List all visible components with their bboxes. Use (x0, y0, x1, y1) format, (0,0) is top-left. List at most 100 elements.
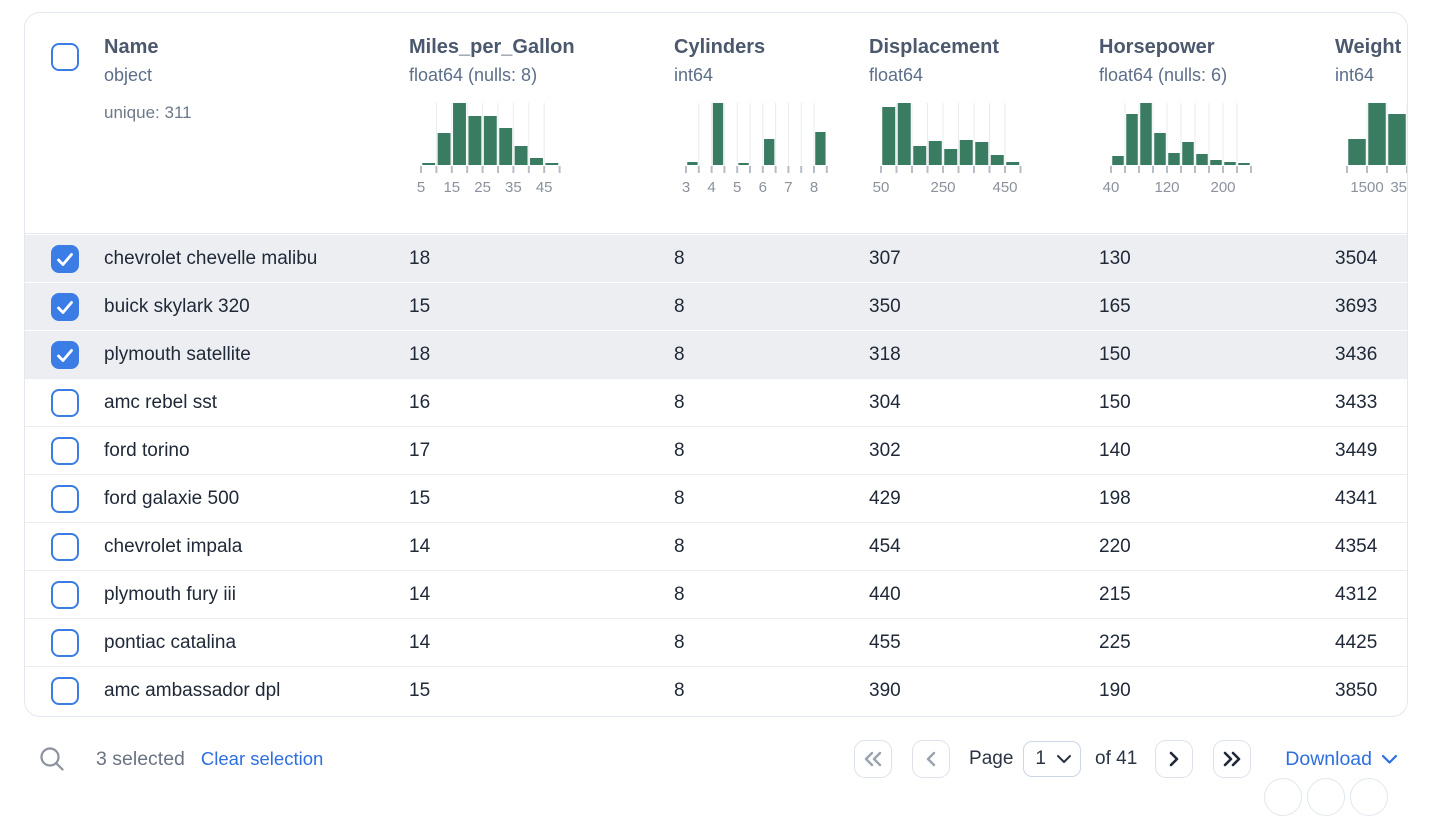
row-checkbox[interactable] (51, 389, 79, 417)
download-label: Download (1285, 747, 1372, 770)
cell-cylinders: 8 (674, 440, 685, 461)
row-select-cell (25, 235, 104, 282)
column-header-mpg: Miles_per_Gallon float64 (nulls: 8) 5 15 25 3… (409, 13, 674, 233)
row-checkbox[interactable] (51, 629, 79, 657)
hist-tick-label: 15 (443, 179, 460, 196)
row-checkbox[interactable] (51, 437, 79, 465)
chevron-right-icon (1169, 751, 1179, 767)
hidden-action-button-3[interactable] (1350, 778, 1388, 816)
cell-horsepower: 215 (1099, 584, 1131, 605)
hist-tick-label: 3 (682, 179, 690, 196)
column-dtype: float64 (869, 65, 924, 85)
row-select-cell (25, 331, 104, 378)
column-dtype: float64 (nulls: 8) (409, 65, 538, 85)
column-title: Name (104, 36, 159, 58)
download-button[interactable]: Download (1285, 748, 1398, 771)
hist-tick-label: 3500 (1390, 179, 1408, 196)
cell-weight: 4354 (1335, 536, 1378, 557)
hist-tick-label: 25 (474, 179, 491, 196)
last-page-button[interactable] (1213, 740, 1252, 778)
row-checkbox[interactable] (51, 677, 79, 705)
table-row: ford torino 17 8 302 140 3449 (25, 426, 1407, 474)
cell-weight: 3504 (1335, 248, 1378, 269)
table-row: chevrolet chevelle malibu 18 8 307 130 3504 (25, 234, 1407, 282)
column-dtype: int64 (1335, 65, 1375, 85)
cell-name: pontiac catalina (104, 632, 237, 653)
cell-horsepower: 198 (1099, 488, 1131, 509)
cell-displacement: 429 (869, 488, 901, 509)
cell-horsepower: 150 (1099, 392, 1131, 413)
checkmark-icon (57, 252, 73, 266)
column-title: Horsepower (1099, 36, 1215, 58)
table-row: ford galaxie 500 15 8 429 198 4341 (25, 474, 1407, 522)
row-checkbox[interactable] (51, 533, 79, 561)
cell-name: ford galaxie 500 (104, 488, 240, 509)
row-checkbox[interactable] (51, 245, 79, 273)
hist-tick-label: 5 (733, 179, 741, 196)
cell-displacement: 304 (869, 392, 901, 413)
clear-selection-link[interactable]: Clear selection (200, 748, 324, 769)
cell-weight: 3693 (1335, 296, 1378, 317)
cell-name: amc ambassador dpl (104, 680, 281, 701)
next-page-button[interactable] (1155, 740, 1194, 778)
cell-displacement: 350 (869, 296, 901, 317)
cell-mpg: 18 (409, 248, 431, 269)
cell-mpg: 14 (409, 536, 431, 557)
cell-displacement: 440 (869, 584, 901, 605)
cell-mpg: 16 (409, 392, 431, 413)
cell-horsepower: 220 (1099, 536, 1131, 557)
page-select[interactable]: 1 (1023, 741, 1081, 777)
hist-tick-label: 4 (707, 179, 715, 196)
data-table-card: Name object unique: 311 Miles_per_Gallon flo… (24, 12, 1408, 717)
cell-cylinders: 8 (674, 392, 685, 413)
table-row: amc rebel sst 16 8 304 150 3433 (25, 378, 1407, 426)
prev-page-button[interactable] (912, 740, 951, 778)
hist-tick-label: 35 (505, 179, 522, 196)
table-row: plymouth satellite 18 8 318 150 3436 (25, 330, 1407, 378)
hist-tick-label: 6 (759, 179, 767, 196)
cell-cylinders: 8 (674, 488, 685, 509)
cell-mpg: 14 (409, 584, 431, 605)
row-checkbox[interactable] (51, 293, 79, 321)
column-title: Weight (1335, 36, 1402, 58)
hidden-action-button-1[interactable] (1264, 778, 1302, 816)
histogram-horsepower[interactable]: 40 120 200 (1103, 103, 1253, 197)
cell-name: ford torino (104, 440, 190, 461)
row-checkbox[interactable] (51, 581, 79, 609)
cell-mpg: 15 (409, 680, 431, 701)
cell-horsepower: 130 (1099, 248, 1131, 269)
table-row: plymouth fury iii 14 8 440 215 4312 (25, 570, 1407, 618)
histogram-weight[interactable]: 1500 3500 (1346, 103, 1408, 197)
cell-mpg: 18 (409, 344, 431, 365)
search-icon[interactable] (38, 745, 66, 773)
cell-cylinders: 8 (674, 344, 685, 365)
cell-cylinders: 8 (674, 632, 685, 653)
cell-name: amc rebel sst (104, 392, 217, 413)
row-select-cell (25, 379, 104, 426)
row-select-cell (25, 475, 104, 522)
table-footer: 3 selected Clear selection Page 1 of 41 (24, 731, 1408, 787)
row-checkbox[interactable] (51, 485, 79, 513)
table-row: pontiac catalina 14 8 455 225 4425 (25, 618, 1407, 666)
histogram-displacement[interactable]: 50 250 450 (873, 103, 1023, 197)
row-checkbox[interactable] (51, 341, 79, 369)
histogram-mpg[interactable]: 5 15 25 35 45 (417, 103, 562, 197)
table-row: chevrolet impala 14 8 454 220 4354 (25, 522, 1407, 570)
select-all-checkbox[interactable] (51, 43, 79, 71)
column-header-displacement: Displacement float64 50 250 450 (869, 13, 1099, 233)
column-title: Cylinders (674, 36, 766, 58)
cell-weight: 4425 (1335, 632, 1378, 653)
hist-tick-label: 120 (1154, 179, 1179, 196)
cell-mpg: 14 (409, 632, 431, 653)
table-row: amc ambassador dpl 15 8 390 190 3850 (25, 666, 1407, 714)
cell-mpg: 15 (409, 488, 431, 509)
cell-name: chevrolet impala (104, 536, 243, 557)
cell-weight: 4341 (1335, 488, 1378, 509)
cell-horsepower: 150 (1099, 344, 1131, 365)
hidden-action-button-2[interactable] (1307, 778, 1345, 816)
double-chevron-right-icon (1223, 751, 1241, 767)
cell-cylinders: 8 (674, 536, 685, 557)
cell-displacement: 390 (869, 680, 901, 701)
first-page-button[interactable] (854, 740, 893, 778)
